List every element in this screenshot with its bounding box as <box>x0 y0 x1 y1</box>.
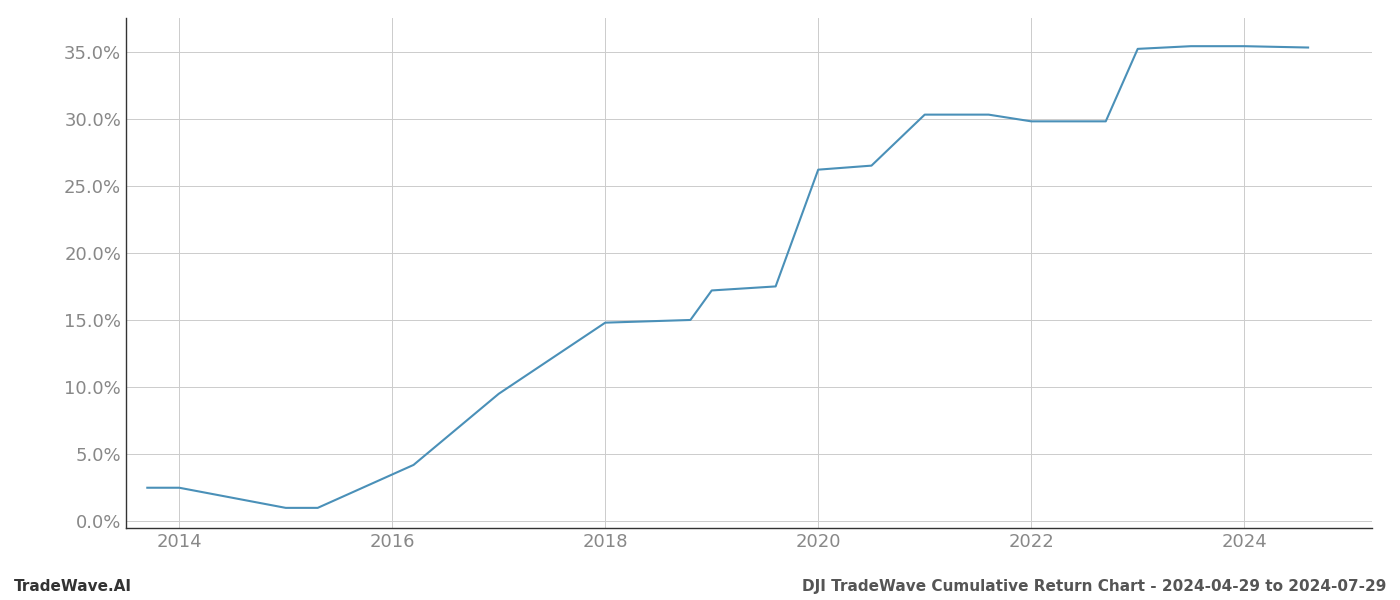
Text: DJI TradeWave Cumulative Return Chart - 2024-04-29 to 2024-07-29: DJI TradeWave Cumulative Return Chart - … <box>802 579 1386 594</box>
Text: TradeWave.AI: TradeWave.AI <box>14 579 132 594</box>
